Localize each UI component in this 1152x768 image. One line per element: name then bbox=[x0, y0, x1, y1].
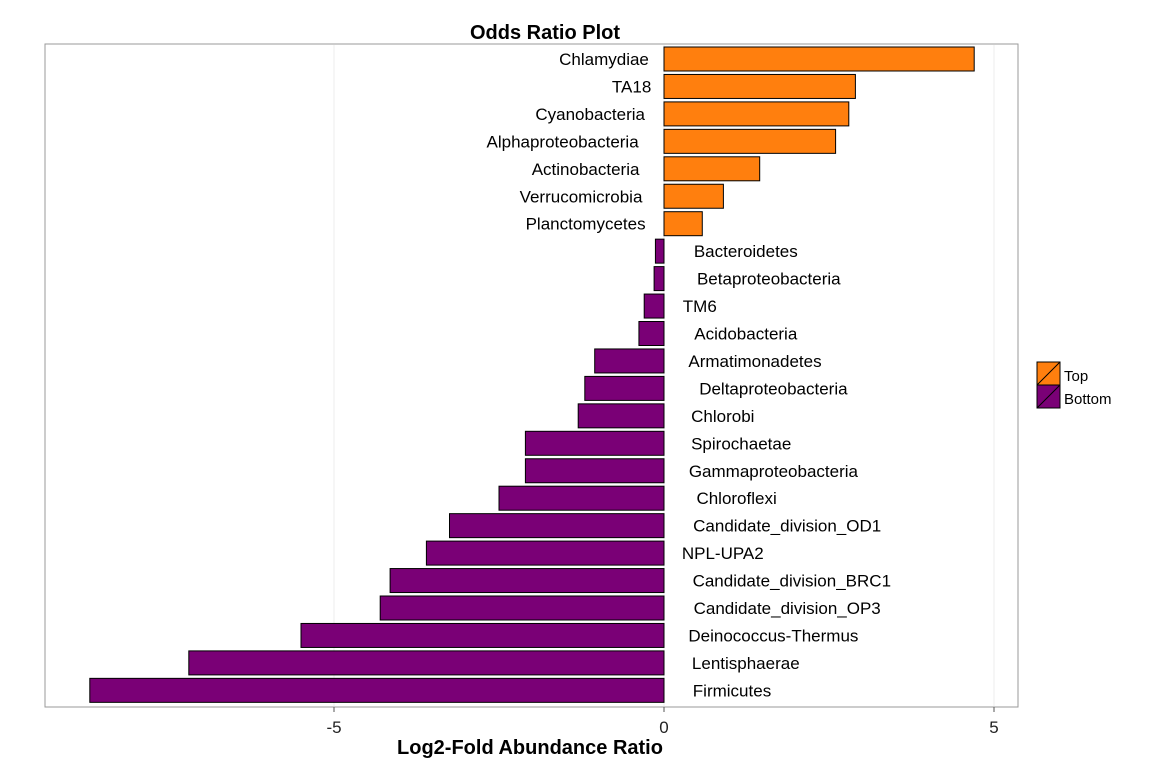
x-axis-title: Log2-Fold Abundance Ratio bbox=[397, 737, 663, 759]
bar-label: TM6 bbox=[683, 297, 717, 316]
bar-label: Bacteroidetes bbox=[694, 242, 798, 261]
bar-label: Chlorobi bbox=[691, 407, 754, 426]
bars bbox=[89, 46, 975, 703]
bar-lentisphaerae bbox=[188, 650, 665, 676]
bar-gammaproteobacteria bbox=[524, 458, 665, 484]
bar-label: Deinococcus-Thermus bbox=[688, 626, 858, 645]
legend-label-bottom: Bottom bbox=[1064, 391, 1112, 408]
bar-label: Cyanobacteria bbox=[535, 105, 645, 124]
legend: Top Bottom bbox=[1036, 361, 1112, 409]
legend-key-top-slash bbox=[1036, 361, 1061, 386]
bar-alphaproteobacteria bbox=[663, 128, 837, 154]
bar-label: Spirochaetae bbox=[691, 434, 791, 453]
x-tick-label: 0 bbox=[659, 718, 668, 737]
bar-label: Candidate_division_OP3 bbox=[694, 599, 881, 618]
bar-label: Chlamydiae bbox=[559, 50, 649, 69]
bar-label: Candidate_division_OD1 bbox=[693, 517, 881, 536]
bar-label: Deltaproteobacteria bbox=[699, 379, 848, 398]
bar-label: Planctomycetes bbox=[526, 215, 646, 234]
chart-title: Odds Ratio Plot bbox=[470, 22, 620, 44]
bar-label: Candidate_division_BRC1 bbox=[693, 572, 891, 591]
bar-spirochaetae bbox=[524, 430, 665, 456]
bar-chlamydiae bbox=[663, 46, 975, 72]
bar-betaproteobacteria bbox=[653, 266, 665, 292]
bar-label: NPL-UPA2 bbox=[682, 544, 764, 563]
x-tick-label: 5 bbox=[989, 718, 998, 737]
bar-label: Chloroflexi bbox=[696, 489, 776, 508]
bar-cyanobacteria bbox=[663, 101, 850, 127]
bar-candidate-division-brc1 bbox=[389, 568, 665, 594]
bar-armatimonadetes bbox=[594, 348, 665, 374]
bar-label: Verrucomicrobia bbox=[520, 187, 643, 206]
legend-item-top: Top bbox=[1036, 361, 1088, 386]
bar-candidate-division-op3 bbox=[379, 595, 665, 621]
bar-label: Alphaproteobacteria bbox=[487, 132, 640, 151]
bar-firmicutes bbox=[89, 677, 665, 703]
bar-chlorobi bbox=[577, 403, 665, 429]
legend-label-top: Top bbox=[1064, 368, 1088, 385]
bar-label: Acidobacteria bbox=[694, 325, 798, 344]
bar-label: Betaproteobacteria bbox=[697, 270, 841, 289]
bar-tm6 bbox=[643, 293, 665, 319]
legend-item-bottom: Bottom bbox=[1036, 384, 1112, 409]
x-axis: -5 0 5 bbox=[326, 707, 999, 737]
bar-bacteroidetes bbox=[654, 238, 665, 264]
bar-npl-upa2 bbox=[425, 540, 665, 566]
bar-label: TA18 bbox=[612, 77, 651, 96]
bar-deltaproteobacteria bbox=[584, 375, 665, 401]
x-tick-label: -5 bbox=[326, 718, 341, 737]
bar-acidobacteria bbox=[638, 321, 665, 346]
legend-key-bottom-slash bbox=[1036, 384, 1061, 409]
bar-label: Lentisphaerae bbox=[692, 654, 800, 673]
bar-label: Gammaproteobacteria bbox=[689, 462, 859, 481]
bar-labels: Chlamydiae TA18 Cyanobacteria Alphaproteoba… bbox=[487, 50, 892, 700]
bar-candidate-division-od1 bbox=[449, 513, 665, 539]
bar-label: Firmicutes bbox=[693, 681, 771, 700]
bar-chloroflexi bbox=[498, 485, 665, 511]
bar-verrucomicrobia bbox=[663, 183, 724, 209]
bar-label: Armatimonadetes bbox=[688, 352, 821, 371]
bar-actinobacteria bbox=[663, 156, 761, 182]
bar-ta18 bbox=[663, 73, 856, 99]
bar-planctomycetes bbox=[663, 211, 703, 237]
bar-label: Actinobacteria bbox=[532, 160, 640, 179]
bar-deinococcus-thermus bbox=[300, 622, 665, 648]
